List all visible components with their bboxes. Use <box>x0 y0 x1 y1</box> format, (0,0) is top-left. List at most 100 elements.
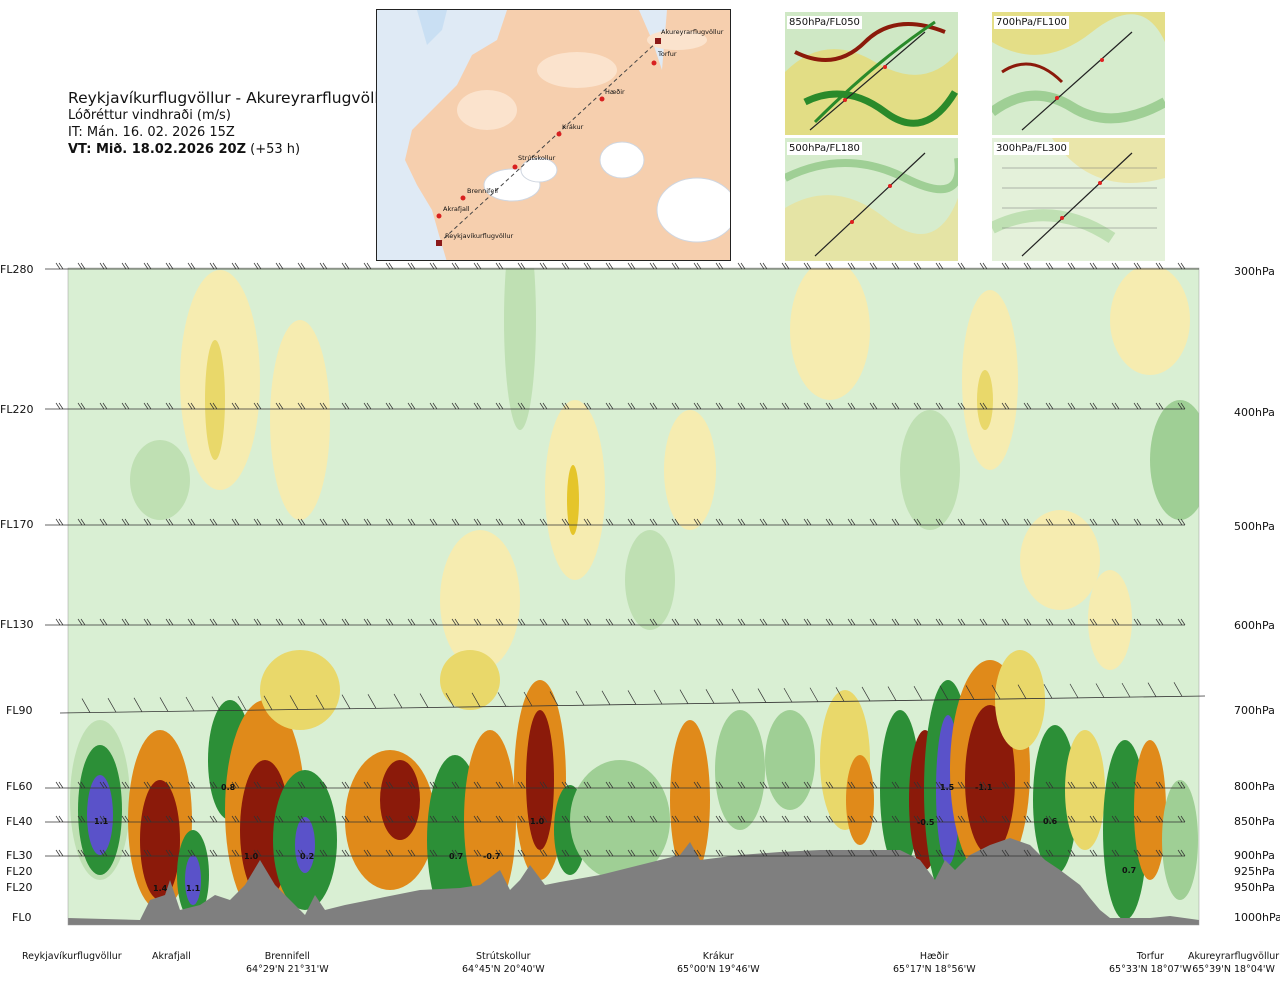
wind-barb <box>605 618 614 626</box>
wind-barb <box>979 402 988 410</box>
wind-barb <box>803 402 812 410</box>
value-label: 1.0 <box>530 817 545 826</box>
wind-barb <box>1147 682 1157 697</box>
map-label-akureyri: Akureyrarflugvöllur <box>661 28 724 36</box>
thumbnail-500[interactable]: 500hPa/FL180 <box>785 138 958 261</box>
thumbnail-300[interactable]: 300hPa/FL300 <box>992 138 1165 261</box>
wind-barb <box>803 262 812 270</box>
wind-barb <box>913 849 922 857</box>
wind-barb <box>715 618 724 626</box>
location-name: Reykjavíkurflugvöllur <box>22 951 122 962</box>
wind-barb <box>737 781 746 789</box>
wind-barb <box>1095 683 1105 698</box>
wind-barb <box>803 815 812 823</box>
wind-barb <box>869 618 878 626</box>
wind-barb <box>781 618 790 626</box>
wind-barb <box>231 815 240 823</box>
wind-barb <box>979 618 988 626</box>
wind-barb <box>385 618 394 626</box>
wind-barb <box>737 402 746 410</box>
valid-time: VT: Mið. 18.02.2026 20Z (+53 h) <box>68 141 395 158</box>
wind-barb <box>561 781 570 789</box>
wind-barb <box>1155 781 1164 789</box>
fl-label: FL220 <box>0 403 34 416</box>
wind-barb <box>601 690 611 706</box>
wind-barb <box>715 518 724 526</box>
wind-barb <box>1023 402 1032 410</box>
wind-barb <box>253 518 262 526</box>
fl-label: FL30 <box>6 849 33 862</box>
wind-barb <box>495 262 504 270</box>
map-label-reykjavik: Reykjavíkurflugvöllur <box>445 232 514 240</box>
wind-barb <box>429 262 438 270</box>
map-label-strutskollur: Strútskollur <box>518 154 556 162</box>
wind-barb <box>55 781 64 789</box>
hpa-label: 900hPa <box>1234 849 1275 862</box>
wind-barb <box>143 815 152 823</box>
wind-barb <box>605 815 614 823</box>
wind-barb <box>407 402 416 410</box>
wind-barb <box>1001 849 1010 857</box>
wind-barb <box>1023 781 1032 789</box>
wind-barb <box>473 262 482 270</box>
wind-barb <box>575 691 585 706</box>
wind-barb <box>1111 518 1120 526</box>
wind-barb <box>429 781 438 789</box>
wind-barb <box>671 402 680 410</box>
wind-barb <box>627 262 636 270</box>
wind-barb <box>991 684 1001 700</box>
wind-barb <box>825 402 834 410</box>
wind-barb <box>363 262 372 270</box>
wind-barb <box>561 849 570 857</box>
wind-barb <box>385 815 394 823</box>
wind-barb <box>367 694 377 709</box>
wind-barb <box>77 618 86 626</box>
thumbnail-300-label: 300hPa/FL300 <box>994 142 1069 155</box>
wind-barb <box>1089 402 1098 410</box>
wind-barb <box>781 849 790 857</box>
wind-barb <box>561 402 570 410</box>
wind-barb <box>77 262 86 270</box>
route-map[interactable]: Akureyrarflugvöllur Torfur Hæðir Krákur … <box>376 9 731 261</box>
map-label-krakur: Krákur <box>562 123 584 131</box>
hpa-label: 950hPa <box>1234 881 1275 894</box>
fl-label: FL20 <box>6 881 33 894</box>
wind-barb <box>55 618 64 626</box>
wind-barb <box>693 849 702 857</box>
wind-barb <box>705 689 715 704</box>
value-label: 0.2 <box>300 852 314 861</box>
fl-label: FL130 <box>0 618 34 631</box>
thumbnail-850[interactable]: 850hPa/FL050 <box>785 12 958 135</box>
wind-barb <box>451 618 460 626</box>
wind-barb <box>693 518 702 526</box>
value-label: 0.7 <box>449 852 463 861</box>
wind-barb <box>121 262 130 270</box>
wind-barb <box>385 402 394 410</box>
wind-barb <box>1089 781 1098 789</box>
wind-barb <box>1089 849 1098 857</box>
wind-barb <box>627 781 636 789</box>
wind-barb <box>737 518 746 526</box>
wind-barb <box>341 781 350 789</box>
wind-barb <box>935 618 944 626</box>
thumbnail-700[interactable]: 700hPa/FL100 <box>992 12 1165 135</box>
hpa-label: 500hPa <box>1234 520 1275 533</box>
wind-barb <box>297 781 306 789</box>
value-label: 1.0 <box>244 852 259 861</box>
fl-label: FL280 <box>0 263 34 276</box>
wind-barb <box>847 815 856 823</box>
wind-barb <box>319 618 328 626</box>
wind-barb <box>121 815 130 823</box>
wind-barb <box>231 781 240 789</box>
location-name: Strútskollur <box>476 951 531 962</box>
wind-barb <box>869 849 878 857</box>
wind-barb <box>495 402 504 410</box>
wind-barb <box>759 402 768 410</box>
wind-barb <box>1177 402 1186 410</box>
wind-barb <box>1111 781 1120 789</box>
wind-barb <box>913 618 922 626</box>
wind-barb <box>187 815 196 823</box>
wind-barb <box>715 815 724 823</box>
wind-barb <box>363 849 372 857</box>
value-label: 1.4 <box>153 884 168 893</box>
